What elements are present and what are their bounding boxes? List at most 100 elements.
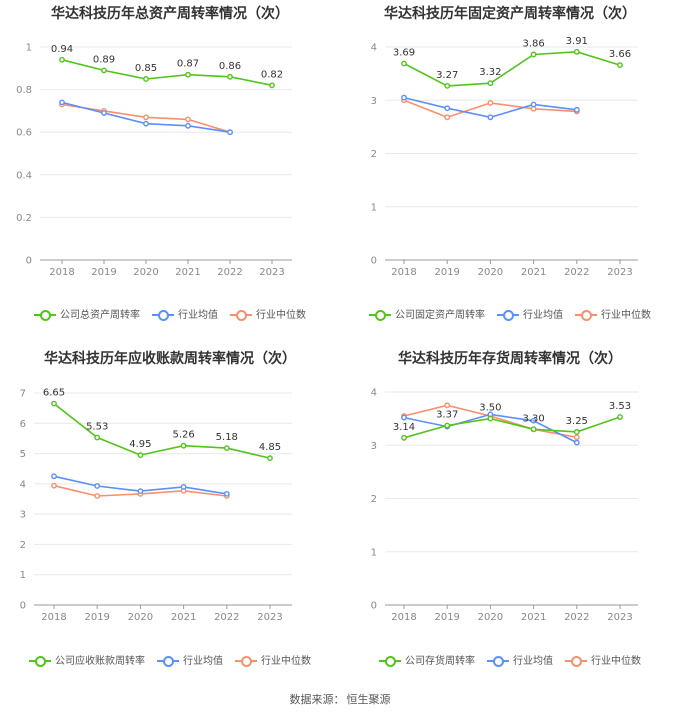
legend-item-company[interactable]: 公司存货周转率 [379,652,475,667]
x-tick-label: 2022 [214,612,239,623]
legend-label: 行业均值 [178,310,218,321]
legend-item-company[interactable]: 公司总资产周转率 [34,306,140,321]
data-point-company [444,422,451,429]
data-point-avg [51,473,57,480]
data-point-company [227,73,233,80]
data-point-company [101,67,107,74]
data-label: 3.53 [609,401,631,412]
data-point-avg [444,105,451,112]
x-tick-label: 2022 [217,267,242,278]
data-point-avg [401,414,407,421]
data-label: 3.66 [609,49,631,60]
data-point-avg [530,101,537,108]
chart-panel-inventory-turnover: 华达科技历年存货周转率情况（次） 0 1 2 3 4 2018 2019 2020 2021 20… [340,345,680,690]
y-tick-label: 4 [371,388,377,399]
legend-label: 公司存货周转率 [405,656,475,667]
data-point-company [267,455,273,462]
data-point-company [269,82,275,89]
legend-swatch [29,656,51,667]
legend-item-avg[interactable]: 行业均值 [152,306,218,321]
data-point-company [185,71,191,78]
x-tick-label: 2020 [128,612,153,623]
legend-item-median[interactable]: 行业中位数 [230,306,306,321]
data-label: 0.82 [261,69,283,80]
data-label: 3.50 [479,403,501,414]
legend-swatch [157,656,179,667]
legend-label: 公司总资产周转率 [60,310,140,321]
x-tick-label: 2023 [607,267,632,278]
data-source-label: 数据来源： [289,693,345,706]
legend-item-median[interactable]: 行业中位数 [235,652,311,667]
legend-item-company[interactable]: 公司应收账款周转率 [29,652,145,667]
x-tick-label: 2023 [607,612,632,623]
data-point-company [143,76,149,82]
y-tick-label: 4 [371,43,377,54]
chart-title: 华达科技历年应收账款周转率情况（次） [44,351,296,367]
data-point-company [530,51,537,58]
data-point-company [487,80,494,87]
legend-item-median[interactable]: 行业中位数 [575,306,651,321]
y-tick-label: 7 [20,389,26,400]
data-point-company [487,415,494,422]
x-tick-label: 2018 [49,267,74,278]
data-point-avg [180,483,187,490]
data-point-avg [573,439,580,446]
y-tick-label: 2 [371,494,377,505]
data-label: 0.87 [177,59,199,70]
legend-label: 行业中位数 [261,656,311,667]
data-point-company [223,445,230,452]
data-point-median [143,114,149,121]
x-tick-label: 2019 [91,267,116,278]
data-label: 3.30 [522,413,544,424]
data-point-avg [94,483,101,489]
series-line-company [403,416,621,439]
legend-swatch-marker [163,656,174,667]
data-label: 3.86 [522,38,544,49]
legend-item-avg[interactable]: 行业均值 [497,306,563,321]
data-point-company [617,414,623,420]
x-tick-label: 2020 [133,267,158,278]
chart-legend: 公司固定资产周转率 行业均值 行业中位数 [340,306,680,321]
data-point-avg [573,106,580,113]
data-point-company [137,452,144,458]
data-point-avg [401,94,407,101]
data-label: 0.89 [93,54,115,65]
x-tick-label: 2019 [434,267,459,278]
legend-item-median[interactable]: 行业中位数 [565,652,641,667]
legend-swatch [235,656,257,667]
series-line-company [61,59,273,87]
x-tick-label: 2023 [257,612,282,623]
legend-swatch [230,310,252,321]
y-tick-label: 3 [371,441,377,452]
legend-swatch-marker [581,310,592,321]
series-line-company [403,50,621,87]
legend-swatch-marker [493,656,504,667]
y-tick-label: 5 [20,449,26,460]
chart-legend: 公司应收账款周转率 行业均值 行业中位数 [0,652,340,667]
y-tick-label: 0.8 [16,85,32,96]
data-label: 3.37 [436,410,458,421]
legend-swatch [565,656,587,667]
series-line-company [53,402,271,459]
data-source-value: 恒生聚源 [346,693,391,706]
chart-panel-fixed-asset-turnover: 华达科技历年固定资产周转率情况（次） 0 1 2 3 4 2018 2019 2020 2021… [340,0,680,345]
data-point-median [185,116,191,123]
x-tick-label: 2023 [259,267,284,278]
data-label: 0.86 [219,61,241,72]
y-tick-label: 1 [371,547,377,558]
legend-swatch-marker [503,310,514,321]
legend-item-avg[interactable]: 行业均值 [157,652,223,667]
legend-item-company[interactable]: 公司固定资产周转率 [369,306,485,321]
legend-swatch-marker [385,656,396,667]
y-tick-label: 2 [371,149,377,160]
legend-item-avg[interactable]: 行业均值 [487,652,553,667]
data-point-median [51,482,57,489]
data-label: 0.85 [135,63,157,74]
y-tick-label: 2 [20,540,26,551]
data-point-company [94,434,101,441]
data-point-company [59,56,65,63]
x-tick-label: 2022 [564,267,589,278]
y-tick-label: 6 [20,419,26,430]
y-tick-label: 3 [371,96,377,107]
data-point-median [444,114,451,121]
